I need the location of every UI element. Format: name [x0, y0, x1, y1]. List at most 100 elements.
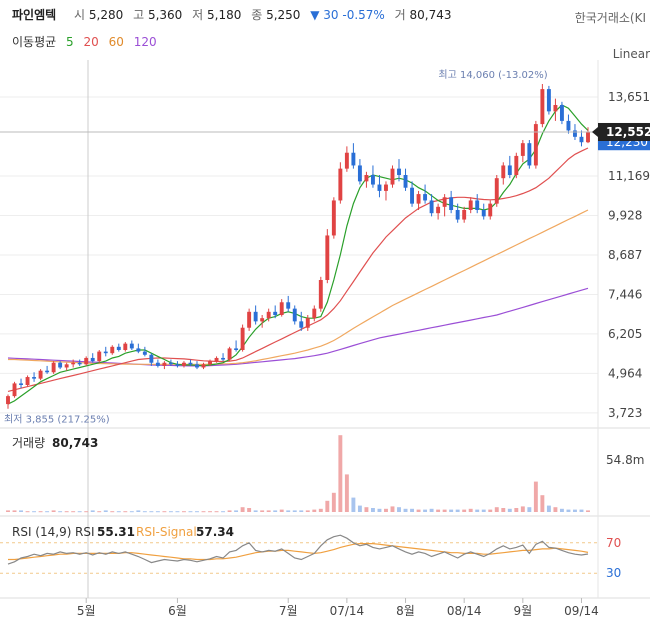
ma120-line	[7, 287, 589, 367]
price-axis-label: 3,723	[608, 406, 642, 420]
candle	[273, 311, 278, 315]
price-axis-label: 9,928	[608, 208, 642, 222]
volume-bar	[51, 510, 56, 512]
candle	[546, 89, 551, 112]
close-label: 종	[251, 8, 263, 22]
rsi-line	[7, 534, 589, 565]
volume-bar	[351, 497, 356, 512]
volume-bar	[318, 508, 323, 512]
ma5-legend: 5	[66, 35, 74, 49]
ma60-line	[8, 209, 589, 365]
volume-bar	[501, 508, 506, 512]
candle	[488, 203, 493, 217]
candle	[325, 235, 330, 280]
volume-bar	[357, 505, 362, 512]
candle	[175, 364, 180, 366]
min-price-label: 최저 3,855 (217.25%)	[4, 414, 110, 426]
price-axis-label: 7,446	[608, 287, 642, 301]
volume-bar	[429, 508, 434, 512]
candle	[520, 143, 525, 156]
volume-bar	[234, 510, 239, 512]
candle	[188, 362, 193, 365]
candle	[64, 364, 69, 368]
candle	[136, 348, 141, 352]
candle	[234, 348, 239, 350]
volume-bar	[312, 509, 317, 512]
current-price-pointer	[592, 126, 598, 137]
candle	[527, 143, 532, 166]
quote-header: 파인엠텍 시 5,280 고 5,360 저 5,180 종 5,250 ▼ 3…	[0, 0, 650, 61]
volume-bar	[110, 511, 115, 513]
volume-bar	[38, 511, 43, 513]
candle	[247, 311, 252, 328]
candle	[155, 362, 160, 366]
ma120-legend: 120	[133, 35, 157, 49]
volume-bar	[201, 511, 206, 513]
candle	[286, 302, 291, 309]
volume-bar	[188, 511, 193, 513]
volume-bar	[155, 511, 160, 513]
moving-average-legend[interactable]: 이동평균 5 20 60 120	[12, 33, 157, 50]
volume-bar	[468, 508, 473, 512]
candle	[266, 311, 271, 319]
x-axis-label: 5월	[77, 604, 96, 618]
candle	[481, 210, 486, 217]
x-axis-label: 08/14	[447, 604, 482, 618]
x-axis-label: 6월	[168, 604, 187, 618]
volume-title: 거래량	[12, 436, 45, 450]
rsi-signal-label: RSI-Signal	[136, 525, 197, 539]
open-value: 5,280	[88, 8, 124, 22]
candle	[449, 197, 454, 210]
volume-bar	[397, 507, 401, 512]
volume-bar	[260, 510, 265, 512]
volume-bar	[553, 507, 558, 512]
candle	[514, 155, 519, 175]
scale-mode-toggle[interactable]: Linear	[612, 47, 650, 61]
volume-bar	[481, 509, 486, 512]
candle	[201, 364, 206, 368]
candle	[227, 348, 232, 360]
candle	[299, 321, 304, 328]
candle	[149, 354, 154, 363]
candle	[84, 357, 89, 365]
candle	[370, 175, 375, 185]
volume-bar	[338, 435, 343, 512]
volume-bar	[97, 511, 102, 513]
volume-bar	[240, 507, 245, 512]
volume-bar	[273, 510, 278, 512]
volume-bar	[175, 511, 180, 513]
volume-bar	[292, 510, 297, 512]
volume-bar	[390, 506, 395, 512]
candle	[77, 362, 82, 365]
volume-bar	[247, 508, 252, 512]
volume-bar	[488, 509, 493, 512]
volume-bar	[507, 508, 512, 512]
volume-bar	[253, 510, 258, 512]
candle	[292, 308, 297, 322]
candle	[253, 311, 258, 322]
volume-bar	[325, 500, 330, 512]
price-axis-label: 13,651	[608, 90, 650, 104]
volume-bar	[436, 509, 441, 512]
x-axis-label: 07/14	[330, 604, 365, 618]
candle	[586, 131, 590, 143]
candle	[384, 184, 388, 191]
ma20-line	[7, 147, 589, 392]
volume-bar	[344, 474, 349, 512]
candle	[364, 175, 369, 182]
candle	[357, 165, 362, 182]
volume-bar	[221, 511, 226, 513]
volume-bar	[364, 507, 369, 512]
volume-bar	[384, 508, 388, 512]
volume-bar	[123, 511, 128, 513]
candle	[462, 210, 467, 220]
max-price-label: 최고 14,060 (-13.02%)	[438, 69, 547, 81]
volume-bar	[6, 510, 10, 512]
candle	[51, 362, 56, 373]
volume-bar	[25, 511, 30, 513]
candle	[344, 152, 349, 169]
stock-name[interactable]: 파인엠텍	[12, 8, 57, 22]
rsi-level-label: 30	[606, 566, 621, 580]
volume-bar	[32, 511, 37, 513]
